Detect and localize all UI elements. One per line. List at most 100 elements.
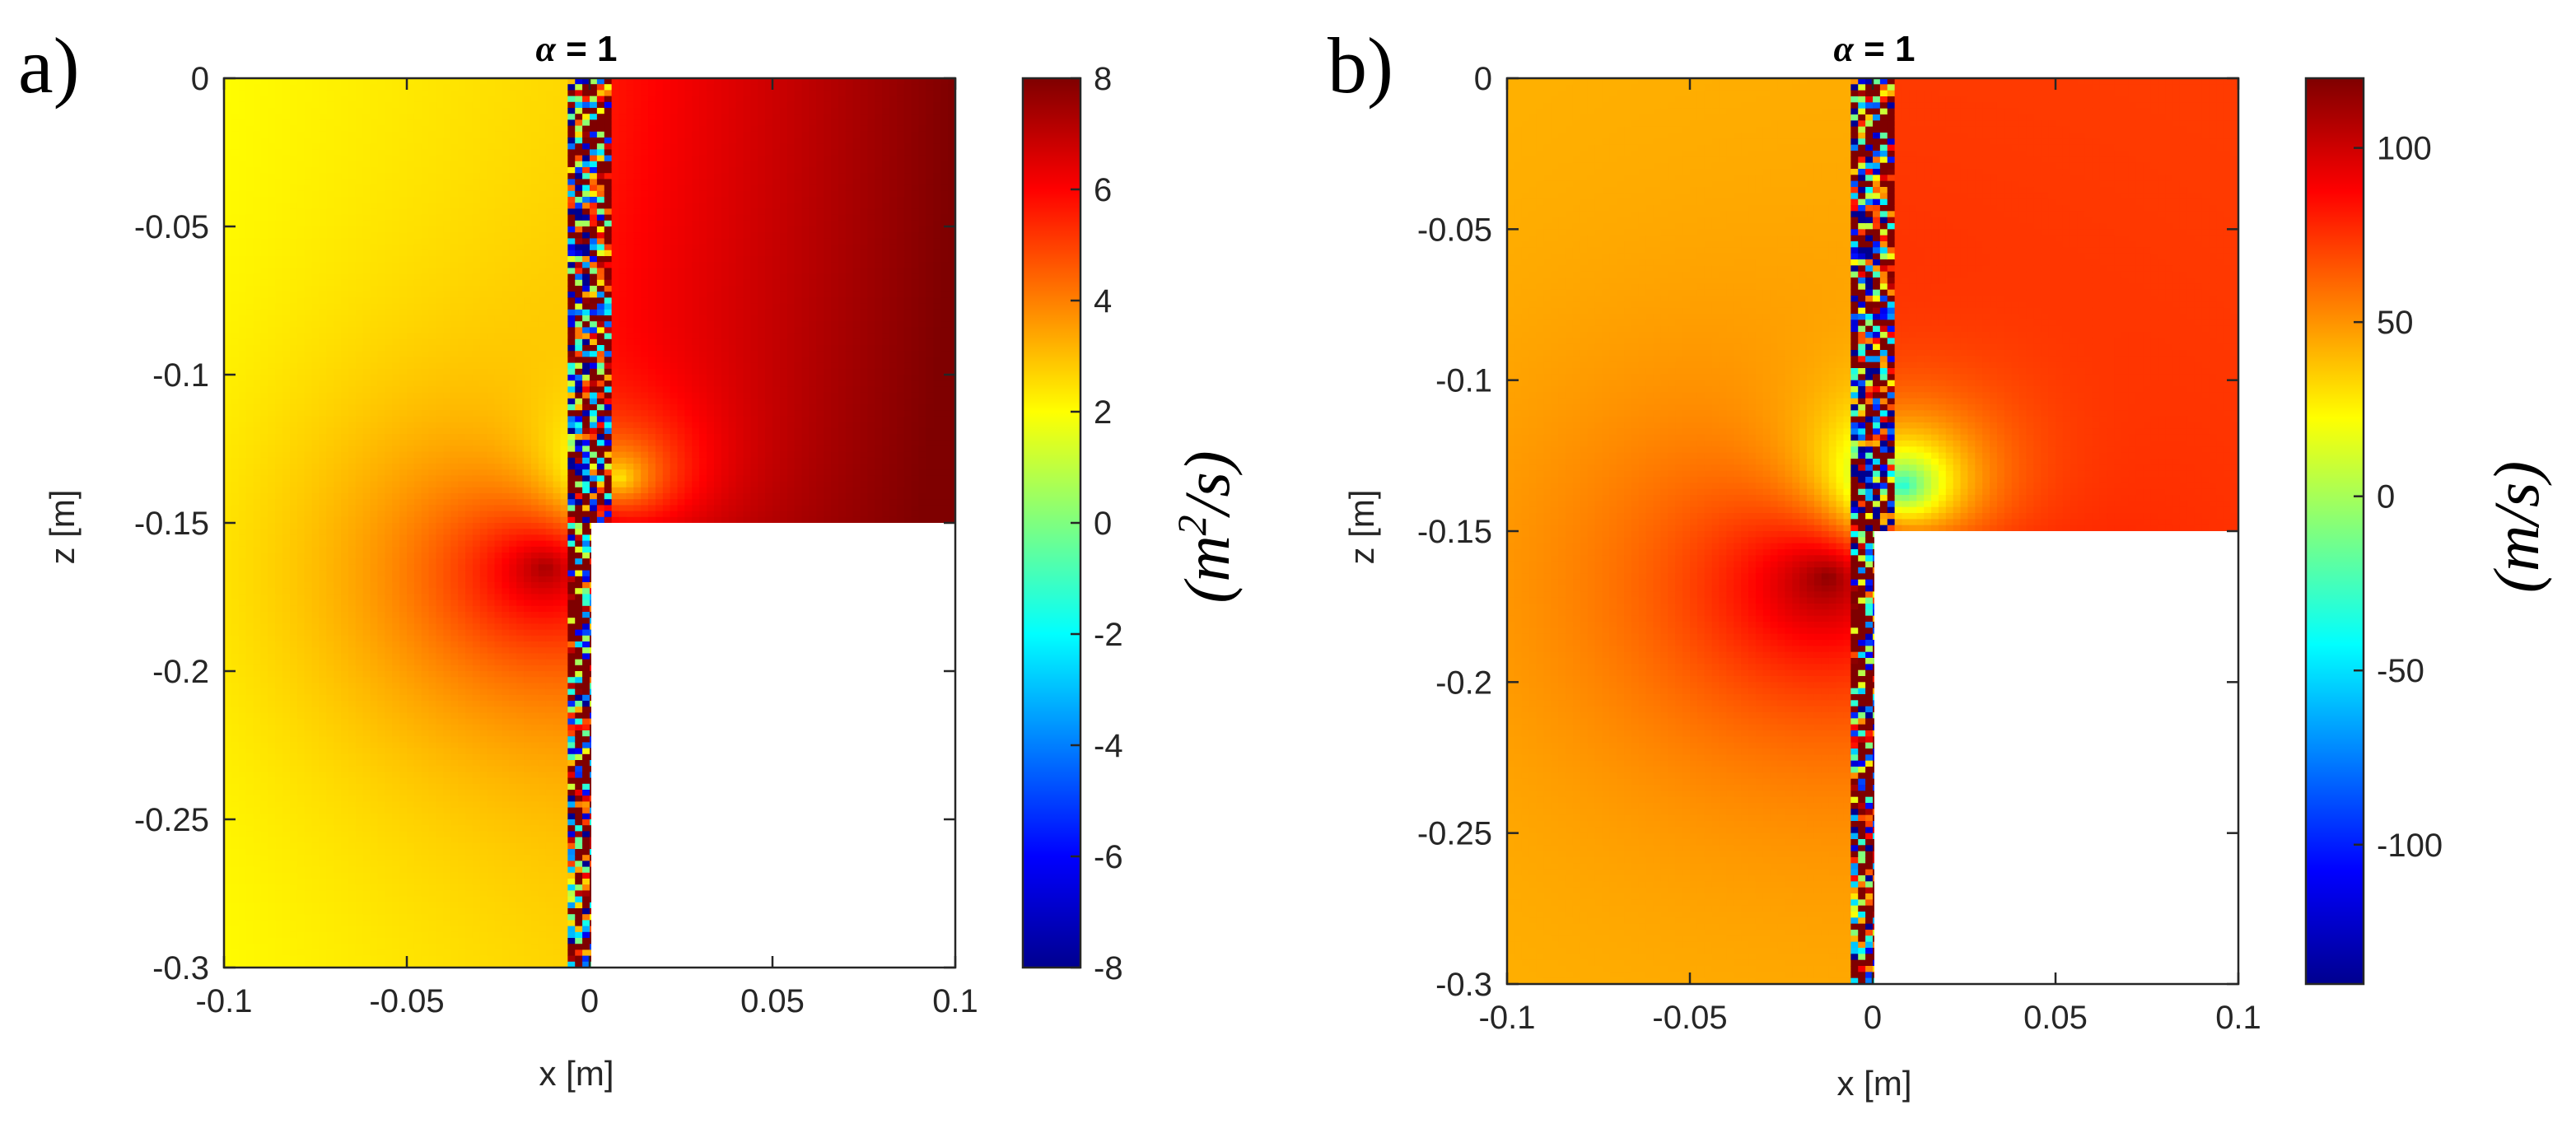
heatmap-cell: [450, 392, 459, 399]
heatmap-cell: [311, 434, 320, 441]
heatmap-cell: [275, 499, 283, 506]
heatmap-cell: [399, 961, 408, 968]
heatmap-cell: [245, 730, 254, 737]
heatmap-cell: [436, 742, 444, 749]
heatmap-cell: [275, 753, 283, 761]
heatmap-cell: [428, 879, 437, 885]
heatmap-cell: [348, 724, 357, 731]
heatmap-cell: [421, 333, 430, 340]
heatmap-cell: [289, 588, 298, 595]
heatmap-cell: [326, 760, 334, 767]
heatmap-cell: [421, 635, 430, 642]
heatmap-cell: [238, 558, 247, 565]
heatmap-cell: [413, 707, 422, 713]
heatmap-cell: [311, 605, 320, 613]
heatmap-cell: [319, 612, 327, 618]
heatmap-cell: [275, 718, 283, 725]
heatmap-cell: [231, 493, 240, 500]
heatmap-cell: [355, 772, 364, 779]
heatmap-cell: [275, 931, 283, 939]
heatmap-cell: [319, 908, 327, 915]
heatmap-cell: [275, 564, 283, 571]
heatmap-cell: [436, 635, 444, 642]
heatmap-cell: [282, 523, 291, 529]
heatmap-cell: [311, 588, 320, 595]
heatmap-cell: [428, 955, 437, 963]
heatmap-cell: [238, 155, 247, 162]
heatmap-cell: [428, 724, 437, 731]
heatmap-cell: [355, 333, 364, 340]
heatmap-cell: [334, 938, 342, 944]
heatmap-cell: [311, 736, 320, 743]
heatmap-cell: [450, 718, 459, 725]
heatmap-cell: [377, 232, 385, 239]
heatmap-cell: [319, 605, 327, 613]
heatmap-cell: [392, 427, 400, 435]
heatmap-cell: [399, 742, 408, 749]
heatmap-cell: [311, 516, 320, 524]
heatmap-cell: [348, 837, 357, 844]
heatmap-cell: [304, 683, 313, 690]
heatmap-cell: [282, 125, 291, 133]
heatmap-cell: [413, 197, 422, 203]
heatmap-cell: [224, 629, 232, 637]
heatmap-cell: [413, 404, 422, 411]
heatmap-cell: [377, 309, 385, 316]
heatmap-cell: [260, 558, 268, 565]
heatmap-cell: [224, 553, 232, 559]
heatmap-cell: [334, 896, 342, 903]
heatmap-cell: [443, 179, 451, 186]
heatmap-cell: [304, 546, 313, 553]
heatmap-cell: [238, 938, 247, 944]
heatmap-cell: [245, 855, 254, 861]
heatmap-cell: [362, 753, 371, 761]
heatmap-cell: [355, 635, 364, 642]
heatmap-cell: [231, 938, 240, 944]
heatmap-cell: [289, 190, 298, 198]
heatmap-cell: [304, 837, 313, 844]
heatmap-cell: [348, 368, 357, 375]
heatmap-cell: [385, 623, 393, 631]
heatmap-cell: [421, 475, 430, 483]
heatmap-cell: [348, 208, 357, 216]
heatmap-cell: [465, 114, 474, 120]
heatmap-cell: [268, 96, 276, 103]
heatmap-cell: [253, 724, 261, 731]
heatmap-cell: [421, 345, 430, 352]
heatmap-cell: [385, 327, 393, 334]
heatmap-cell: [370, 351, 379, 357]
heatmap-cell: [231, 961, 240, 968]
heatmap-cell: [326, 469, 334, 476]
heatmap-cell: [362, 819, 371, 826]
heatmap-cell: [245, 534, 254, 542]
heatmap-cell: [377, 238, 385, 245]
heatmap-cell: [231, 101, 240, 109]
heatmap-cell: [421, 273, 430, 281]
heatmap-cell: [326, 155, 334, 162]
heatmap-cell: [450, 203, 459, 209]
heatmap-cell: [428, 338, 437, 346]
heatmap-cell: [319, 955, 327, 963]
heatmap-cell: [334, 291, 342, 298]
heatmap-cell: [319, 464, 327, 470]
heatmap-cell: [413, 475, 422, 483]
heatmap-cell: [421, 842, 430, 850]
heatmap-cell: [421, 558, 430, 565]
heatmap-cell: [443, 961, 451, 968]
heatmap-cell: [458, 380, 466, 387]
heatmap-cell: [268, 677, 276, 683]
heatmap-cell: [428, 457, 437, 464]
heatmap-cell: [268, 303, 276, 310]
heatmap-cell: [348, 564, 357, 571]
heatmap-cell: [443, 523, 451, 529]
heatmap-cell: [275, 594, 283, 601]
heatmap-cell: [260, 647, 268, 654]
heatmap-cell: [362, 641, 371, 648]
heatmap-cell: [450, 890, 459, 898]
heatmap-cell: [385, 226, 393, 233]
heatmap-cell: [370, 576, 379, 583]
heatmap-cell: [362, 807, 371, 814]
heatmap-cell: [421, 879, 430, 885]
heatmap-cell: [238, 659, 247, 666]
heatmap-cell: [304, 724, 313, 731]
